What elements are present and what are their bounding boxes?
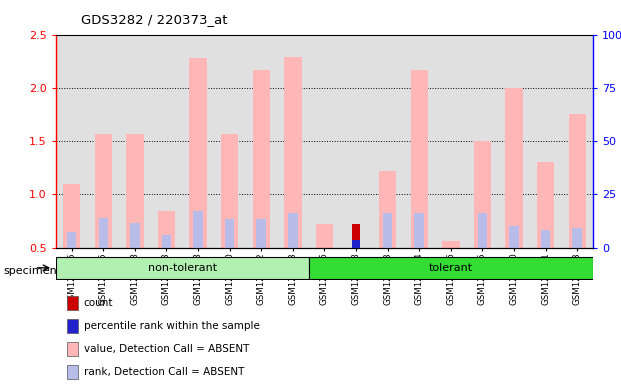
Bar [509, 227, 519, 248]
Text: value, Detection Call = ABSENT: value, Detection Call = ABSENT [84, 344, 249, 354]
Bar [225, 219, 235, 248]
Bar [56, 257, 309, 279]
Bar [130, 223, 140, 248]
Bar [410, 70, 428, 248]
Bar [126, 134, 143, 248]
Bar [66, 296, 78, 310]
Bar [316, 224, 333, 248]
Bar [414, 212, 424, 248]
Bar [66, 342, 78, 356]
Bar [541, 230, 550, 248]
Bar [505, 88, 523, 248]
Bar [288, 212, 297, 248]
Bar [161, 235, 171, 248]
Text: GDS3282 / 220373_at: GDS3282 / 220373_at [81, 13, 227, 26]
Text: specimen: specimen [3, 266, 57, 276]
Bar [569, 114, 586, 248]
Bar [99, 218, 108, 248]
Bar [474, 141, 491, 248]
Bar [352, 240, 360, 248]
Text: tolerant: tolerant [429, 263, 473, 273]
Bar [253, 70, 270, 248]
Bar [442, 241, 460, 248]
Bar [352, 224, 360, 248]
Bar [193, 212, 203, 248]
Bar [63, 184, 80, 248]
Bar [379, 171, 396, 248]
Bar [66, 365, 78, 379]
Bar [189, 58, 207, 248]
Bar [94, 134, 112, 248]
Bar [66, 319, 78, 333]
Text: percentile rank within the sample: percentile rank within the sample [84, 321, 260, 331]
Bar [478, 212, 487, 248]
Bar [158, 212, 175, 248]
Bar [383, 212, 392, 248]
Bar [256, 219, 266, 248]
Text: non-tolerant: non-tolerant [148, 263, 217, 273]
Bar [221, 134, 238, 248]
Text: rank, Detection Call = ABSENT: rank, Detection Call = ABSENT [84, 367, 244, 377]
Bar [573, 228, 582, 248]
Bar [284, 57, 302, 248]
Bar [537, 162, 555, 248]
Bar [67, 232, 76, 248]
Text: count: count [84, 298, 113, 308]
Bar [309, 257, 593, 279]
